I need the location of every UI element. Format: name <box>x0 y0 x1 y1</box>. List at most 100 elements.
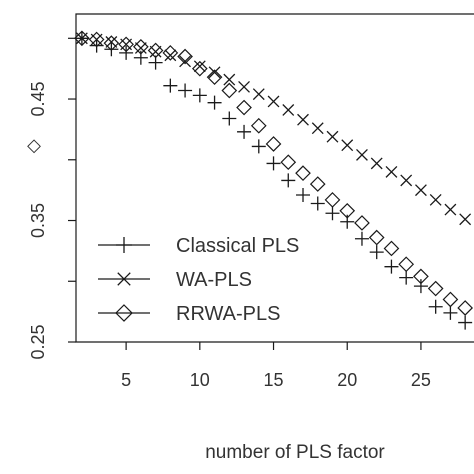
data-point-diamond <box>147 42 164 59</box>
y-tick-label: 0.25 <box>28 324 48 359</box>
data-point-plus <box>163 78 178 93</box>
data-point-diamond <box>236 99 252 116</box>
legend-item: RRWA-PLS <box>98 303 280 325</box>
x-tick-label: 25 <box>411 370 431 390</box>
data-point-plus <box>369 245 384 260</box>
y-axis-glyph: ◇ <box>27 135 41 155</box>
data-point-diamond <box>250 117 267 134</box>
x-axis-title: number of PLS factor <box>205 442 385 463</box>
data-point-x <box>356 148 368 161</box>
data-point-diamond <box>162 45 179 61</box>
data-point-plus <box>119 45 134 60</box>
data-point-diamond <box>324 192 341 208</box>
data-point-plus <box>413 279 428 294</box>
data-point-diamond <box>103 35 120 52</box>
data-point-diamond <box>74 30 90 47</box>
data-point-diamond <box>191 60 208 77</box>
x-tick-label: 10 <box>190 370 210 390</box>
x-tick-label: 5 <box>121 370 131 390</box>
legend-marker-diamond <box>115 304 133 322</box>
y-tick-label: 0.45 <box>28 82 48 117</box>
data-point-x <box>341 139 354 152</box>
data-point-plus <box>192 88 207 103</box>
x-axis: 5 10 15 20 25 <box>121 342 431 390</box>
data-point-x <box>400 174 413 187</box>
data-point-x <box>267 95 280 108</box>
data-points <box>74 30 474 330</box>
data-point-diamond <box>457 300 474 316</box>
legend-marker-x <box>117 272 131 286</box>
x-tick-label: 15 <box>264 370 284 390</box>
data-point-diamond <box>206 69 223 86</box>
data-point-plus <box>399 270 414 285</box>
data-point-x <box>252 88 265 101</box>
data-point-x <box>193 60 206 73</box>
data-point-plus <box>222 111 237 126</box>
data-point-x <box>459 213 472 226</box>
data-point-x <box>282 104 295 116</box>
data-point-x <box>179 55 192 68</box>
data-point-x <box>444 203 457 216</box>
data-point-plus <box>207 95 222 110</box>
data-point-plus <box>178 83 193 98</box>
series-wa-pls <box>75 32 472 226</box>
data-point-diamond <box>280 154 297 171</box>
data-point-plus <box>458 315 473 330</box>
data-point-diamond <box>368 229 385 246</box>
data-point-diamond <box>339 202 356 219</box>
data-point-plus <box>354 231 369 246</box>
legend-item: WA-PLS <box>98 269 252 291</box>
data-point-plus <box>251 139 266 154</box>
x-tick-label: 20 <box>337 370 357 390</box>
data-point-diamond <box>398 256 415 273</box>
data-point-x <box>326 130 339 143</box>
data-point-x <box>208 66 221 79</box>
data-point-plus <box>325 206 340 221</box>
data-point-x <box>297 113 309 126</box>
data-point-plus <box>340 214 355 229</box>
data-point-diamond <box>221 82 238 99</box>
data-point-plus <box>237 124 252 139</box>
legend-item: Classical PLS <box>98 235 299 257</box>
data-point-x <box>164 49 177 62</box>
data-point-x <box>429 193 442 206</box>
data-point-diamond <box>413 268 429 285</box>
legend-label: RRWA-PLS <box>176 303 280 325</box>
data-point-plus <box>104 42 119 57</box>
data-point-x <box>134 42 147 54</box>
data-point-diamond <box>265 136 282 152</box>
data-point-x <box>149 45 162 58</box>
data-point-x <box>223 73 236 86</box>
data-point-diamond <box>354 215 370 231</box>
data-point-plus <box>296 188 311 203</box>
y-tick-label: 0.35 <box>28 203 48 238</box>
legend-label: Classical PLS <box>176 235 299 257</box>
data-point-diamond <box>427 280 444 297</box>
data-point-plus <box>384 259 399 274</box>
data-point-plus <box>281 173 296 188</box>
data-point-diamond <box>88 31 105 48</box>
data-point-diamond <box>442 291 459 308</box>
plot-frame <box>75 13 474 343</box>
data-point-plus <box>266 156 281 171</box>
data-point-diamond <box>309 176 326 192</box>
data-point-x <box>105 36 118 48</box>
legend-marker-plus <box>116 237 132 253</box>
data-point-x <box>370 157 383 170</box>
data-point-plus <box>310 196 325 211</box>
legend: Classical PLS WA-PLS RRWA-PLS <box>98 235 299 325</box>
data-point-plus <box>428 299 443 314</box>
data-point-diamond <box>295 165 311 181</box>
y-axis: 0.25 0.35 0.45 <box>28 37 76 360</box>
series-classical-pls <box>74 31 473 330</box>
data-point-x <box>311 122 324 135</box>
legend-label: WA-PLS <box>176 269 252 291</box>
data-point-x <box>415 184 427 197</box>
data-point-x <box>238 80 250 93</box>
data-point-diamond <box>177 48 193 65</box>
data-point-diamond <box>133 38 149 55</box>
data-point-plus <box>443 305 458 320</box>
data-point-diamond <box>118 36 134 53</box>
data-point-diamond <box>383 240 400 257</box>
